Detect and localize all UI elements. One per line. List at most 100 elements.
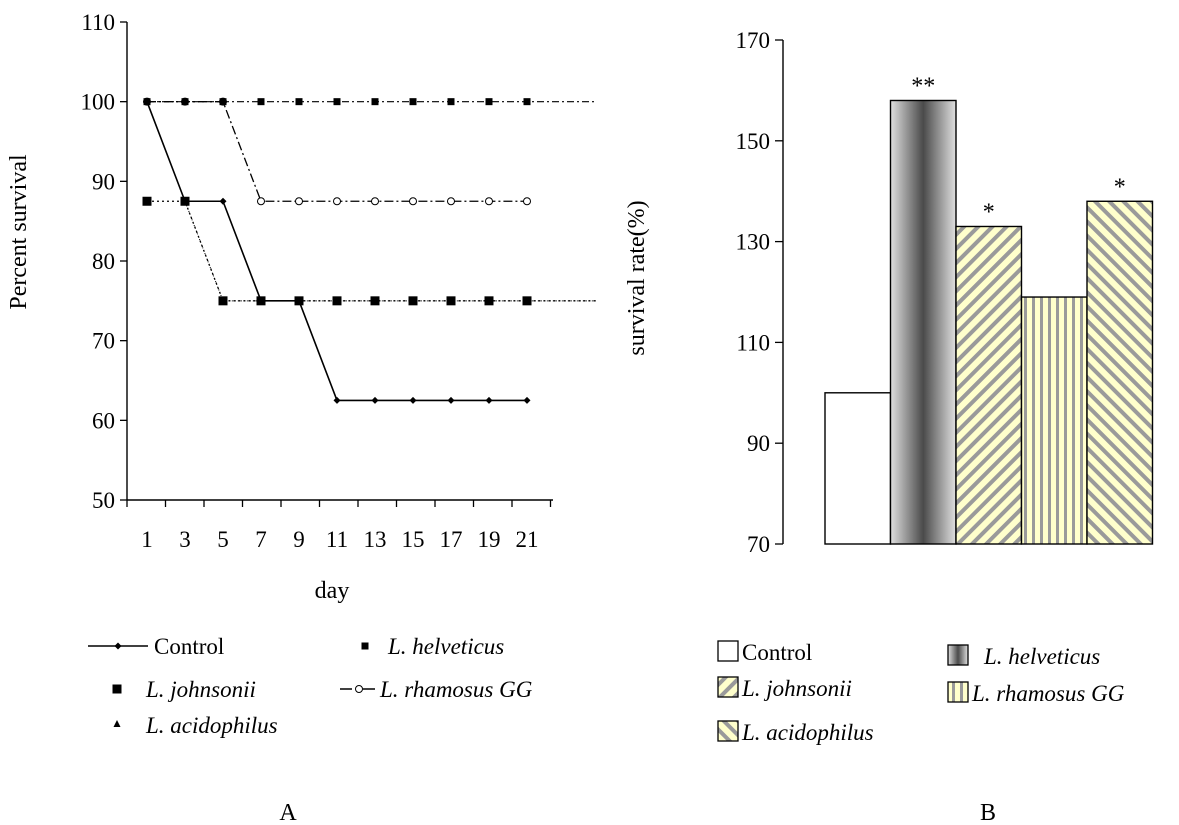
line-chart-y-axis-label: Percent survival <box>6 154 32 310</box>
data-point <box>409 396 417 404</box>
legend-item: L. johnsonii <box>717 676 852 701</box>
legend-item: L. johnsonii <box>112 677 256 702</box>
legend-item: L. rhamosus GG <box>947 681 1125 706</box>
legend-label: Control <box>742 640 812 665</box>
y-tick-label: 150 <box>736 129 771 154</box>
data-point <box>447 197 455 206</box>
data-point <box>181 197 189 205</box>
legend-label: Control <box>154 634 224 659</box>
data-point <box>257 98 265 106</box>
legend-marker <box>355 685 363 693</box>
legend-label: L. helveticus <box>983 644 1100 669</box>
x-tick-label: 1 <box>141 527 153 552</box>
data-point <box>295 197 303 206</box>
bar-l-rhamosus-gg <box>1020 296 1088 545</box>
legend-marker <box>113 720 121 727</box>
data-point <box>218 296 228 306</box>
y-tick-label: 90 <box>747 431 770 456</box>
legend-label: L. johnsonii <box>741 676 852 701</box>
legend-label: L. johnsonii <box>145 677 256 702</box>
bar-chart-y-axis-label: survival rate(%) <box>624 200 650 355</box>
legend-swatch <box>717 676 739 698</box>
bar-control <box>824 392 892 545</box>
data-point <box>523 98 531 106</box>
y-tick-label: 60 <box>92 408 115 433</box>
data-point <box>371 396 379 404</box>
y-tick-label: 170 <box>736 28 771 53</box>
data-point <box>143 98 151 106</box>
data-point <box>142 196 152 206</box>
data-point <box>523 396 531 404</box>
y-tick-label: 90 <box>92 169 115 194</box>
data-point <box>446 296 456 306</box>
line-chart-legend: Control L. helveticus L. johnsonii L. rhamo… <box>88 634 533 738</box>
data-point <box>371 197 379 206</box>
data-point <box>447 98 455 106</box>
y-tick-label: 70 <box>747 532 770 557</box>
series-control <box>143 98 531 404</box>
significance-marker: * <box>983 199 995 225</box>
legend-swatch <box>947 681 969 703</box>
line-chart-x-ticks: 1 3 5 7 9 11 13 15 17 19 21 <box>126 500 552 552</box>
bar-chart-bars <box>824 99 1154 545</box>
bar-l-helveticus <box>889 99 957 545</box>
x-tick-label: 17 <box>440 527 463 552</box>
data-point <box>485 98 493 106</box>
legend-label: L. rhamosus GG <box>971 681 1125 706</box>
data-point <box>181 98 189 106</box>
data-point <box>409 98 417 106</box>
line-chart-y-ticks: 50 60 70 80 90 100 110 <box>81 10 127 513</box>
y-tick-label: 70 <box>92 329 115 354</box>
legend-item: L. acidophilus <box>113 713 278 738</box>
series-line <box>147 200 597 302</box>
line-chart-x-axis-label: day <box>315 578 350 604</box>
x-tick-label: 19 <box>478 527 501 552</box>
x-tick-label: 11 <box>326 527 348 552</box>
data-point <box>485 197 493 206</box>
data-point <box>333 98 341 106</box>
x-tick-label: 3 <box>179 527 191 552</box>
legend-marker <box>112 684 122 694</box>
data-point <box>408 296 418 306</box>
data-point <box>484 296 494 306</box>
legend-item: L. helveticus <box>361 634 504 659</box>
data-point <box>333 396 341 404</box>
data-point <box>219 197 227 205</box>
significance-marker: ** <box>911 73 935 99</box>
legend-item: Control <box>88 634 224 659</box>
x-tick-label: 13 <box>364 527 387 552</box>
y-tick-label: 110 <box>81 10 115 35</box>
legend-item: L. acidophilus <box>717 720 874 745</box>
legend-marker <box>114 642 122 650</box>
data-point <box>333 197 341 206</box>
legend-item: L. rhamosus GG <box>340 677 533 702</box>
data-point <box>370 296 380 306</box>
panel-label-b: B <box>980 800 996 825</box>
bar-l-acidophilus <box>1086 200 1154 545</box>
x-tick-label: 7 <box>255 527 267 552</box>
x-tick-label: 5 <box>217 527 229 552</box>
legend-label: L. acidophilus <box>741 720 874 745</box>
data-point <box>371 98 379 106</box>
data-point <box>409 197 417 206</box>
bar-chart-annotations: **** <box>911 73 1126 225</box>
data-point <box>295 98 303 106</box>
legend-swatch <box>717 640 739 662</box>
series-l-johnsonii <box>142 196 597 306</box>
line-chart-series <box>142 97 597 404</box>
panel-label-a: A <box>279 800 297 825</box>
y-tick-label: 80 <box>92 249 115 274</box>
legend-marker <box>361 642 369 650</box>
y-tick-label: 50 <box>92 488 115 513</box>
data-point <box>257 297 265 305</box>
x-tick-label: 9 <box>293 527 305 552</box>
y-tick-label: 130 <box>736 230 771 255</box>
bar-chart-y-ticks: 70 90 110 130 150 170 <box>736 28 783 557</box>
line-chart-axes <box>126 22 553 501</box>
legend-label: L. acidophilus <box>145 713 278 738</box>
x-tick-label: 15 <box>402 527 425 552</box>
y-tick-label: 110 <box>736 330 770 355</box>
